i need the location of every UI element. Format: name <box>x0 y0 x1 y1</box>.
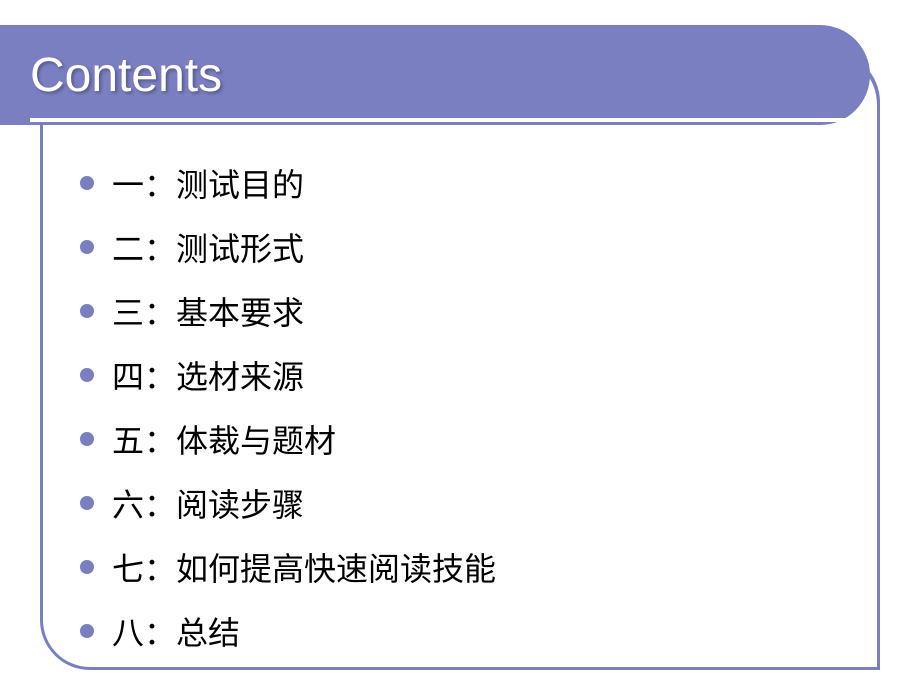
title-bar: Contents <box>0 25 870 125</box>
list-item: 六：阅读步骤 <box>80 480 840 526</box>
bullet-icon <box>80 560 94 574</box>
item-text: 五：体裁与题材 <box>112 416 336 462</box>
list-item: 四：选材来源 <box>80 352 840 398</box>
item-text: 一：测试目的 <box>112 160 304 206</box>
bullet-icon <box>80 496 94 510</box>
list-item: 一：测试目的 <box>80 160 840 206</box>
bullet-icon <box>80 624 94 638</box>
divider-line <box>30 118 860 122</box>
bullet-list: 一：测试目的 二：测试形式 三：基本要求 四：选材来源 五：体裁与题材 六：阅读… <box>80 160 840 654</box>
list-item: 三：基本要求 <box>80 288 840 334</box>
list-item: 二：测试形式 <box>80 224 840 270</box>
content-area: 一：测试目的 二：测试形式 三：基本要求 四：选材来源 五：体裁与题材 六：阅读… <box>80 160 840 672</box>
list-item: 八：总结 <box>80 608 840 654</box>
list-item: 七：如何提高快速阅读技能 <box>80 544 840 590</box>
list-item: 五：体裁与题材 <box>80 416 840 462</box>
slide-title: Contents <box>30 48 222 103</box>
bullet-icon <box>80 432 94 446</box>
item-text: 六：阅读步骤 <box>112 480 304 526</box>
slide-container: Contents 一：测试目的 二：测试形式 三：基本要求 四：选材来源 <box>0 0 920 690</box>
item-text: 三：基本要求 <box>112 288 304 334</box>
item-text: 四：选材来源 <box>112 352 304 398</box>
item-text: 七：如何提高快速阅读技能 <box>112 544 496 590</box>
item-text: 八：总结 <box>112 608 240 654</box>
bullet-icon <box>80 240 94 254</box>
bullet-icon <box>80 368 94 382</box>
bullet-icon <box>80 176 94 190</box>
item-text: 二：测试形式 <box>112 224 304 270</box>
bullet-icon <box>80 304 94 318</box>
